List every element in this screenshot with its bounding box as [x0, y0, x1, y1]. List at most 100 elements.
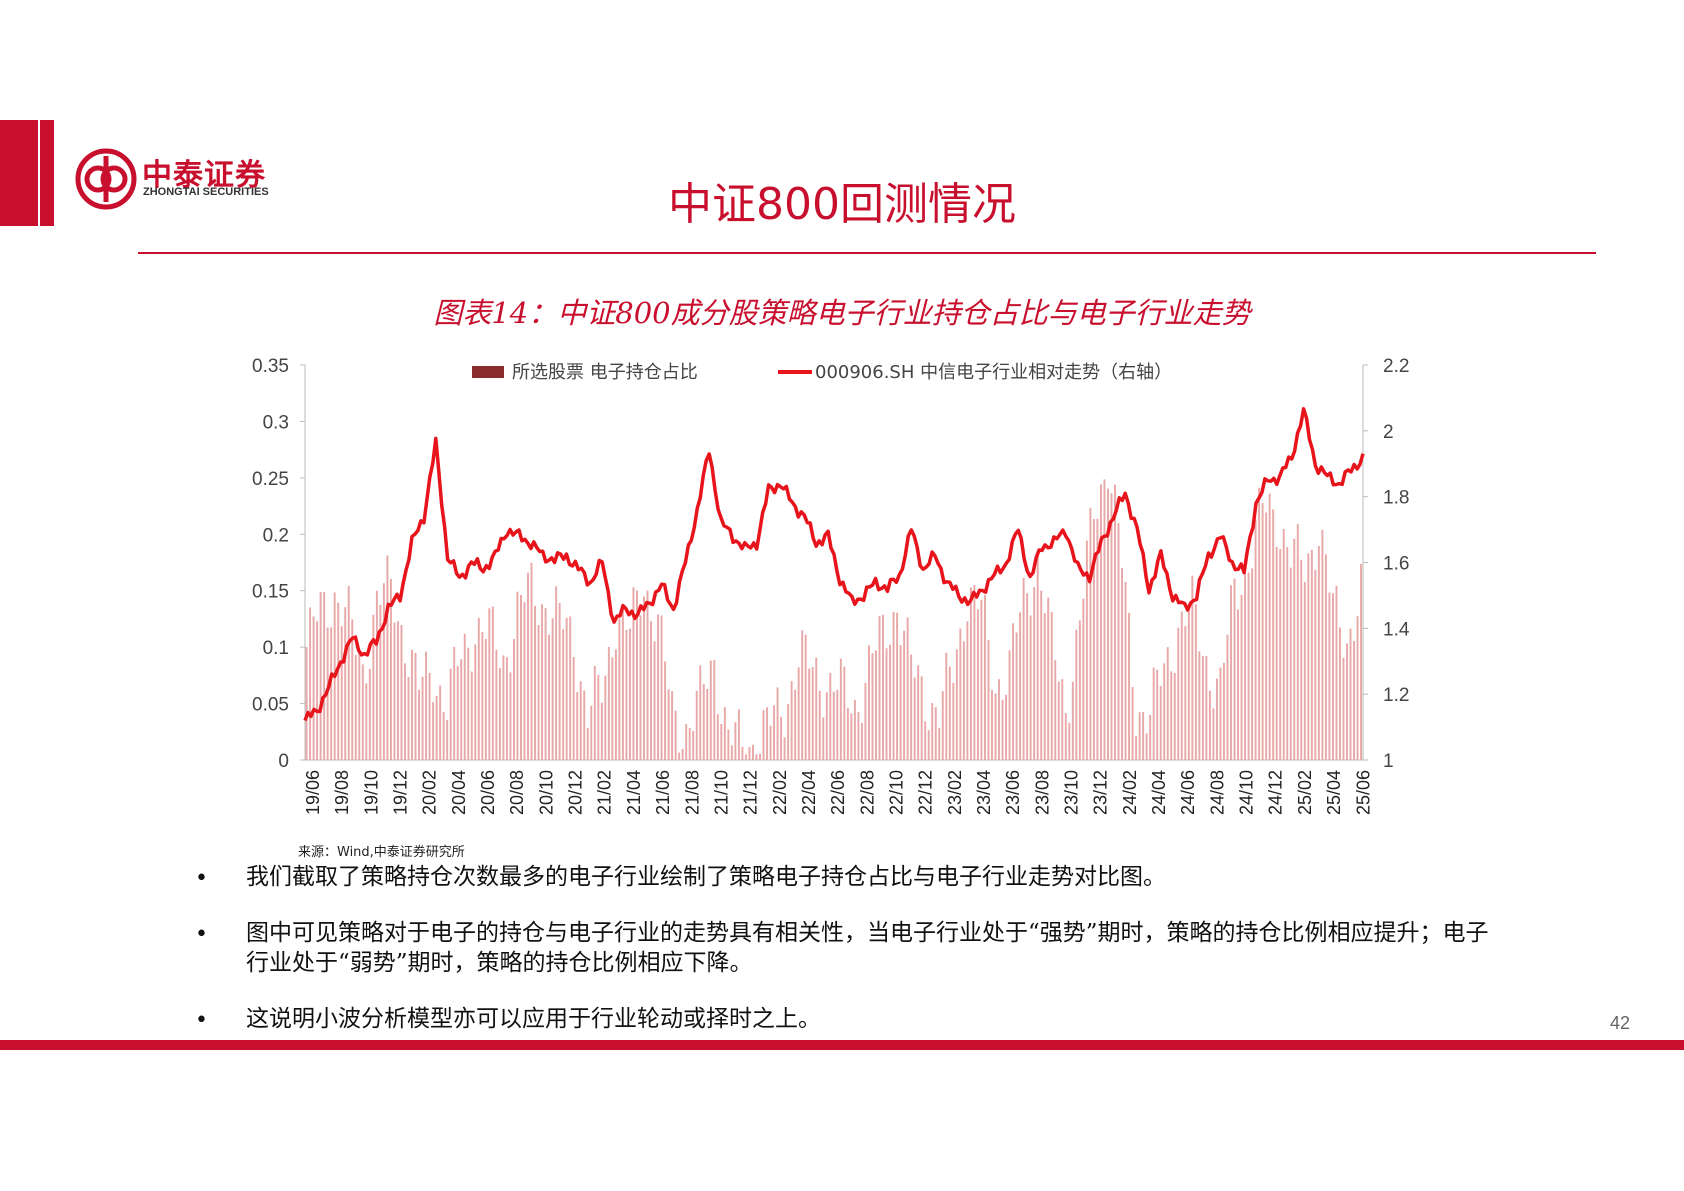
- x-tick-label: 21/08: [682, 770, 702, 815]
- bar: [927, 730, 930, 760]
- bar: [512, 639, 515, 760]
- bar: [653, 641, 656, 760]
- x-tick-label: 24/10: [1237, 770, 1257, 815]
- bar: [361, 664, 364, 760]
- y-left-tick-label: 0.25: [252, 469, 289, 490]
- bar: [790, 681, 793, 760]
- bar: [829, 672, 832, 760]
- bar: [878, 616, 881, 760]
- bar: [1012, 623, 1015, 760]
- bar: [337, 602, 340, 760]
- bar: [1353, 641, 1355, 760]
- bar: [607, 646, 610, 760]
- bar: [470, 671, 473, 760]
- bar: [527, 572, 529, 760]
- x-tick-label: 23/06: [1003, 770, 1023, 815]
- bar: [843, 666, 846, 760]
- page-number: 42: [1610, 1013, 1631, 1033]
- zhongtai-logo-icon: [75, 148, 137, 210]
- bar: [562, 629, 565, 760]
- legend-bar-label: 所选股票 电子持仓占比: [512, 362, 698, 383]
- x-tick-label: 19/08: [332, 770, 352, 815]
- bar: [1272, 509, 1275, 760]
- bar: [358, 651, 361, 760]
- bar: [1275, 546, 1278, 760]
- bar: [1251, 568, 1254, 760]
- bar: [723, 707, 726, 760]
- bar: [530, 562, 533, 760]
- bar: [882, 614, 884, 760]
- bar: [386, 555, 389, 760]
- bar: [618, 618, 621, 760]
- bar: [962, 641, 965, 760]
- bar: [1078, 620, 1081, 760]
- bar: [1145, 733, 1148, 760]
- y-right-tick-label: 2.2: [1383, 356, 1409, 377]
- bar: [1240, 594, 1243, 760]
- bar: [892, 612, 895, 760]
- bar: [889, 644, 892, 760]
- bar: [1019, 612, 1022, 760]
- bar: [1033, 587, 1036, 760]
- bar: [1184, 626, 1187, 760]
- bar: [1149, 714, 1152, 760]
- bar: [467, 647, 470, 760]
- bar: [425, 651, 428, 760]
- bar: [762, 710, 765, 760]
- bar: [751, 744, 754, 760]
- bar: [520, 595, 522, 760]
- logo-text: 中泰证券: [142, 158, 266, 193]
- x-tick-label: 21/02: [595, 770, 615, 815]
- bar: [755, 754, 758, 760]
- bar: [1117, 523, 1120, 760]
- x-tick-label: 23/12: [1091, 770, 1111, 815]
- bar: [1029, 615, 1032, 760]
- bar: [586, 727, 589, 760]
- bar: [991, 690, 993, 760]
- bar: [439, 685, 442, 760]
- bar: [797, 667, 800, 760]
- bar: [414, 652, 417, 760]
- bar: [1036, 552, 1039, 760]
- bar: [906, 617, 909, 760]
- bar: [421, 676, 424, 760]
- bar: [1138, 712, 1141, 760]
- bar: [590, 705, 593, 760]
- page-title: 中证800回测情况: [668, 179, 1016, 230]
- bar: [860, 722, 863, 760]
- bar: [801, 630, 804, 760]
- y-left-tick-label: 0: [278, 751, 289, 772]
- y-right-tick-label: 2: [1383, 422, 1394, 443]
- bar: [1015, 632, 1018, 760]
- x-tick-label: 19/06: [303, 770, 323, 815]
- bar: [354, 655, 357, 760]
- bar: [1265, 512, 1268, 760]
- bar: [734, 722, 737, 760]
- bar: [600, 702, 603, 760]
- bar: [776, 687, 779, 760]
- bar: [309, 607, 312, 760]
- bar: [583, 690, 586, 760]
- bar: [463, 633, 466, 760]
- bar: [1001, 699, 1004, 760]
- bullet-dot-3: •: [195, 1008, 208, 1033]
- bar: [1346, 643, 1348, 760]
- bar: [875, 650, 877, 760]
- bar: [1040, 590, 1043, 760]
- bar: [509, 672, 512, 760]
- bar: [400, 625, 403, 760]
- bar: [664, 661, 667, 760]
- bar: [832, 691, 835, 760]
- bar: [1187, 609, 1190, 760]
- bar: [572, 657, 575, 760]
- bar: [1342, 657, 1345, 760]
- bar: [657, 614, 660, 760]
- bar: [1293, 538, 1296, 760]
- bar: [551, 618, 554, 760]
- bar: [1328, 592, 1331, 760]
- bar: [941, 691, 944, 760]
- bar: [1307, 553, 1310, 760]
- bar: [604, 675, 607, 760]
- bar: [667, 689, 670, 760]
- bar: [340, 626, 343, 760]
